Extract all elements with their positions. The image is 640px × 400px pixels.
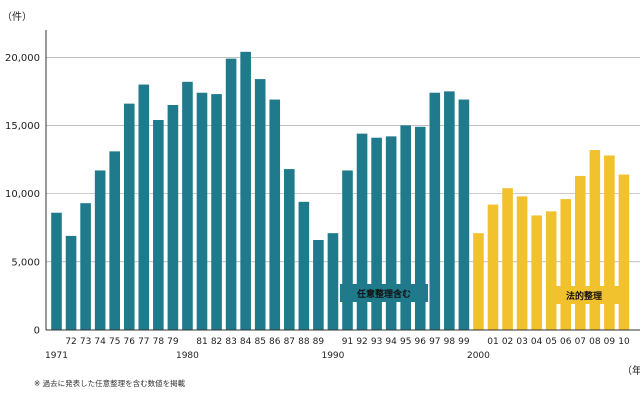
x-tick-label-03: 03 — [516, 337, 527, 347]
x-tick-label-75: 75 — [109, 337, 120, 347]
bar-series-a-91 — [342, 170, 353, 330]
y-tick-label-20000: 20,000 — [5, 53, 40, 64]
bar-series-a-88 — [298, 201, 310, 330]
x-decade-label-1971: 1971 — [45, 351, 68, 361]
x-tick-label-94: 94 — [385, 337, 397, 347]
legend-series-a-label: 任意整理含む — [356, 288, 411, 300]
x-tick-label-92: 92 — [356, 337, 367, 347]
x-tick-label-73: 73 — [80, 337, 91, 347]
x-tick-label-06: 06 — [560, 337, 572, 347]
bar-series-b-04 — [531, 215, 542, 330]
x-axis-decade-labels: 1971 1980 1990 2000 — [45, 351, 490, 361]
x-tick-label-10: 10 — [618, 337, 630, 347]
bar-series-b-05 — [545, 211, 557, 330]
x-tick-label-88: 88 — [298, 337, 310, 347]
y-tick-label-0: 0 — [34, 326, 40, 337]
x-tick-label-09: 09 — [604, 337, 616, 347]
legend-series-b: 法的整理 — [546, 286, 622, 304]
x-tick-label-74: 74 — [94, 337, 106, 347]
x-tick-label-83: 83 — [225, 337, 236, 347]
bar-series-a-94 — [385, 136, 397, 330]
x-tick-label-93: 93 — [371, 337, 382, 347]
x-decade-label-2000: 2000 — [467, 351, 490, 361]
x-tick-label-07: 07 — [575, 337, 586, 347]
x-tick-label-79: 79 — [167, 337, 179, 347]
bar-series-a-89 — [313, 240, 324, 330]
x-tick-label-77: 77 — [138, 337, 149, 347]
x-tick-label-81: 81 — [196, 337, 207, 347]
bar-series-a-92 — [356, 133, 368, 330]
bar-series-a-87 — [284, 169, 295, 330]
bar-series-a-85 — [254, 79, 266, 330]
x-tick-label-99: 99 — [458, 337, 470, 347]
x-axis-category-labels: 72 73 74 75 76 77 78 79 81 82 83 84 85 86 87 88 89 91 92 93… — [65, 337, 630, 347]
bar-series-a-74 — [94, 170, 106, 330]
legend-series-a: 任意整理含む — [340, 284, 428, 302]
bar-series-b-08 — [589, 150, 601, 330]
x-tick-label-72: 72 — [65, 337, 76, 347]
y-tick-label-10000: 10,000 — [5, 189, 40, 200]
bar-series-a-93 — [371, 137, 382, 330]
bar-series-b-06 — [560, 199, 572, 330]
bar-series-a-78 — [153, 120, 164, 330]
bar-series-a-73 — [80, 203, 91, 330]
x-tick-label-97: 97 — [429, 337, 440, 347]
bar-series-a-83 — [225, 58, 237, 330]
bar-series-a-1990 — [327, 233, 339, 330]
bar-series-a-98 — [444, 91, 455, 330]
bar-series-a-96 — [414, 126, 426, 330]
x-tick-label-05: 05 — [545, 337, 556, 347]
bar-series-a-81 — [196, 92, 208, 330]
bar-series-b-03 — [516, 196, 528, 330]
x-decade-label-1980: 1980 — [176, 351, 199, 361]
x-decade-label-1990: 1990 — [321, 351, 344, 361]
bar-series-b-10 — [618, 174, 630, 330]
bar-series-b-2000 — [473, 233, 484, 330]
x-tick-label-78: 78 — [153, 337, 165, 347]
bar-series-a-97 — [429, 92, 441, 330]
x-tick-label-95: 95 — [400, 337, 411, 347]
bar-series-a-76 — [123, 103, 135, 330]
bar-series-a-82 — [211, 94, 222, 330]
bar-series-a-75 — [109, 151, 120, 330]
bar-series-a-72 — [65, 235, 77, 330]
x-tick-label-89: 89 — [313, 337, 325, 347]
x-tick-label-86: 86 — [269, 337, 281, 347]
bar-series-b-02 — [502, 188, 513, 330]
x-tick-label-85: 85 — [254, 337, 265, 347]
bar-series-a-1971 — [51, 212, 62, 330]
bar-series-b-01 — [487, 204, 499, 330]
bar-series-a-1980 — [182, 81, 193, 330]
x-tick-label-82: 82 — [211, 337, 222, 347]
footnote: ※ 過去に発表した任意整理を含む数値を掲載 — [34, 378, 186, 388]
x-tick-label-98: 98 — [444, 337, 456, 347]
x-tick-label-02: 02 — [502, 337, 513, 347]
bar-series-a-95 — [400, 125, 411, 330]
bar-series-a-77 — [138, 84, 150, 330]
x-axis-unit-label: （年） — [622, 364, 640, 377]
y-axis-ticks: 0 5,000 10,000 15,000 20,000 — [5, 53, 40, 337]
x-tick-label-87: 87 — [284, 337, 295, 347]
x-tick-label-91: 91 — [342, 337, 353, 347]
legend-series-b-label: 法的整理 — [566, 290, 602, 302]
legend-series-b-box — [546, 286, 622, 304]
x-tick-label-04: 04 — [531, 337, 543, 347]
x-tick-label-01: 01 — [487, 337, 498, 347]
y-tick-label-5000: 5,000 — [11, 257, 40, 268]
y-axis-unit-label: （件） — [2, 11, 32, 23]
bar-series-a-84 — [240, 51, 251, 330]
x-tick-label-08: 08 — [589, 337, 601, 347]
bar-series-a-99 — [458, 99, 470, 330]
bar-series-a-86 — [269, 99, 281, 330]
bar-series-b-07 — [575, 175, 586, 330]
legend-series-a-box — [340, 284, 428, 302]
x-tick-label-96: 96 — [415, 337, 427, 347]
bar-series-b-09 — [604, 155, 615, 330]
bars — [51, 51, 630, 330]
bar-series-a-79 — [167, 105, 179, 330]
x-tick-label-76: 76 — [124, 337, 136, 347]
y-tick-label-15000: 15,000 — [5, 121, 40, 132]
x-tick-label-84: 84 — [240, 337, 252, 347]
